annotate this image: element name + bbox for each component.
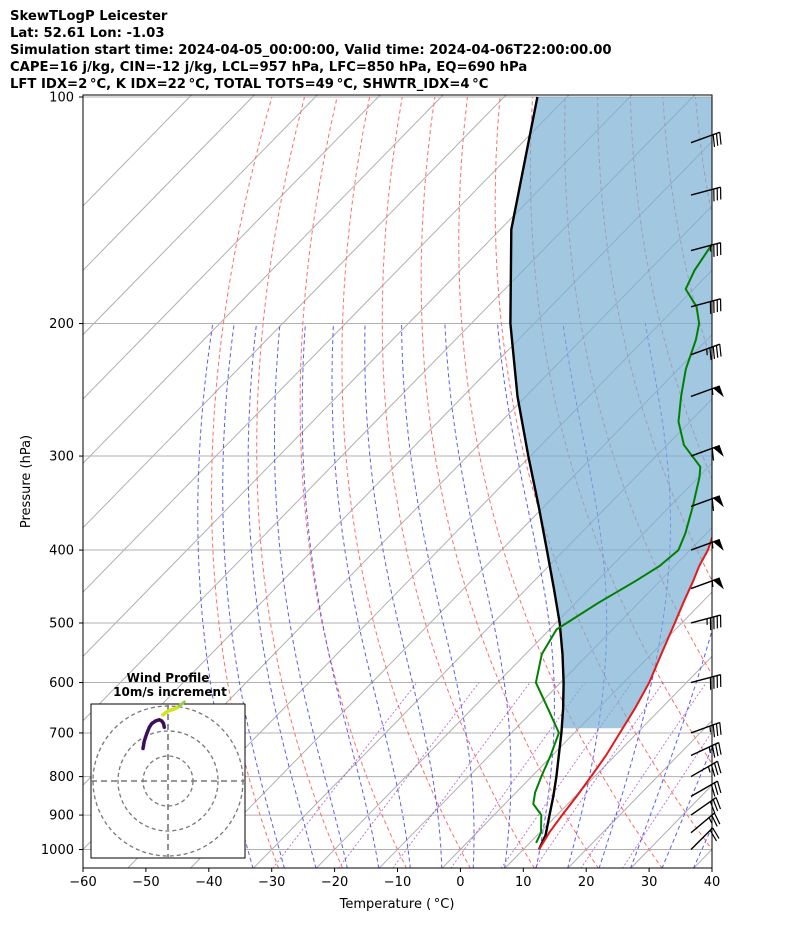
isotherm <box>83 95 318 336</box>
isotherm <box>127 269 712 868</box>
mixing-ratio-line <box>338 682 480 868</box>
profiles <box>509 96 712 851</box>
x-tick-label: −40 <box>195 875 222 890</box>
dry-adiabat <box>728 97 794 869</box>
dry-adiabat <box>256 96 344 868</box>
wind-barb <box>690 673 722 690</box>
x-axis-label: Temperature ( °C) <box>339 897 455 912</box>
y-tick-label: 900 <box>49 809 74 824</box>
wind-barb <box>690 614 722 631</box>
instability-line: CAPE=16 j/kg, CIN=-12 j/kg, LCL=957 hPa,… <box>10 60 528 75</box>
isotherm <box>441 591 712 868</box>
hodograph-title: Wind Profile <box>127 671 210 685</box>
isotherm <box>83 95 444 465</box>
x-tick-label: 20 <box>578 875 595 890</box>
x-tick-label: 30 <box>641 875 658 890</box>
wind-barb <box>690 298 722 314</box>
y-axis-label: Pressure (hPa) <box>19 435 34 528</box>
moist-adiabat <box>630 629 712 868</box>
y-tick-label: 800 <box>49 770 74 785</box>
wind-barb <box>690 242 722 257</box>
isotherm <box>567 720 712 868</box>
wind-barbs <box>690 131 724 850</box>
mixing-ratio-line <box>450 682 585 868</box>
isotherm <box>757 95 794 868</box>
y-tick-label: 500 <box>49 616 74 631</box>
moist-adiabat <box>497 323 555 868</box>
location-line: Lat: 52.61 Lon: -1.03 <box>10 26 165 41</box>
mixing-ratio-line <box>534 682 664 868</box>
isotherm <box>504 655 712 868</box>
dry-adiabat <box>299 96 407 868</box>
hodograph-ring <box>117 730 219 832</box>
isotherm <box>379 526 712 868</box>
y-tick-label: 1000 <box>41 843 74 858</box>
wind-barb <box>690 131 722 147</box>
x-tick-label: −60 <box>69 875 96 890</box>
hodograph-subtitle: 10m/s increment <box>113 685 227 699</box>
index-line: LFT IDX=2 °C, K IDX=22 °C, TOTAL TOTS=49… <box>10 77 489 92</box>
x-tick-label: 10 <box>515 875 532 890</box>
wind-barb <box>690 343 722 361</box>
wind-barb <box>690 741 722 758</box>
hodograph-trace <box>141 717 167 751</box>
chart-title: SkewTLogP Leicester <box>10 9 168 24</box>
dry-adiabat <box>210 96 280 868</box>
moist-adiabat <box>444 323 512 868</box>
axes: −60 −50 −40 −30 −20 −10 0 10 20 30 40 1000 900 800 700… <box>19 91 720 912</box>
y-tick-label: 300 <box>49 450 74 465</box>
x-tick-label: 0 <box>456 875 464 890</box>
dry-adiabat <box>381 96 535 868</box>
time-line: Simulation start time: 2024-04-05_00:00:… <box>10 43 612 58</box>
x-tick-label: −20 <box>321 875 348 890</box>
dewpoint-line <box>532 242 712 844</box>
dry-adiabat <box>458 96 663 868</box>
mixing-ratio-line <box>272 682 418 868</box>
y-tick-label: 200 <box>49 317 74 332</box>
mixing-ratio-line <box>580 682 707 868</box>
wind-barb <box>690 721 722 738</box>
isotherm <box>83 95 255 272</box>
parcel-profile-line <box>509 96 565 850</box>
isotherm <box>83 95 633 658</box>
wind-barb <box>690 812 721 834</box>
hodograph-top-segment <box>177 700 186 708</box>
x-tick-label: −30 <box>258 875 285 890</box>
dry-adiabat <box>761 97 794 869</box>
moist-adiabat <box>247 323 317 868</box>
x-tick-label: −50 <box>132 875 159 890</box>
wind-barb <box>690 186 722 202</box>
y-tick-label: 700 <box>49 726 74 741</box>
moist-adiabat <box>598 323 671 868</box>
isotherm <box>83 95 507 529</box>
y-tick-label: 400 <box>49 544 74 559</box>
wind-barb <box>690 827 720 850</box>
y-tick-label: 100 <box>49 91 74 106</box>
title-block: SkewTLogP Leicester Lat: 52.61 Lon: -1.0… <box>10 8 612 93</box>
hodograph-upper-trace <box>161 704 182 717</box>
temperature-line <box>538 535 712 851</box>
y-tick-label: 600 <box>49 676 74 691</box>
moist-adiabat <box>661 745 712 868</box>
moist-adiabat <box>274 323 348 868</box>
moist-adiabat <box>222 323 285 868</box>
isotherm <box>83 95 381 400</box>
x-tick-label: −10 <box>384 875 411 890</box>
cape-area <box>510 97 712 729</box>
x-tick-label: 40 <box>704 875 721 890</box>
mixing-ratio-line <box>500 682 633 868</box>
moist-adiabat <box>401 323 475 868</box>
mixing-ratio-line <box>622 731 712 868</box>
isotherm <box>83 95 570 593</box>
